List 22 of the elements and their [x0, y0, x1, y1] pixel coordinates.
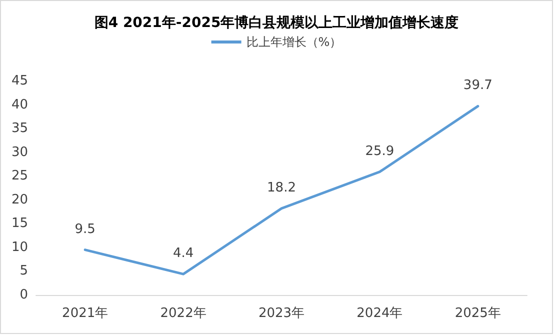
y-tick-label: 30: [11, 144, 28, 160]
y-tick-label: 10: [11, 240, 28, 255]
y-tick-label: 15: [11, 216, 28, 232]
x-tick-label: 2021年: [62, 306, 108, 321]
data-label: 39.7: [463, 78, 492, 94]
y-tick-label: 40: [11, 97, 28, 112]
y-tick-label: 0: [20, 288, 28, 302]
y-tick-label: 20: [11, 192, 28, 208]
data-label: 4.4: [172, 246, 194, 262]
data-label: 9.5: [74, 222, 96, 237]
x-tick-label: 2025年: [454, 306, 501, 321]
legend-label: 比上年增长（%）: [246, 35, 342, 49]
x-tick-label: 2024年: [356, 306, 403, 321]
x-tick-label: 2023年: [258, 306, 305, 321]
y-tick-label: 25: [11, 168, 28, 184]
data-label: 18.2: [267, 180, 296, 196]
y-tick-label: 45: [11, 74, 28, 88]
y-tick-label: 5: [20, 264, 28, 279]
data-label: 25.9: [365, 144, 394, 159]
x-tick-label: 2022年: [160, 306, 206, 321]
y-tick-label: 35: [11, 121, 28, 136]
chart-title: 图4 2021年-2025年博白县规模以上工业增加值增长速度: [94, 14, 459, 31]
